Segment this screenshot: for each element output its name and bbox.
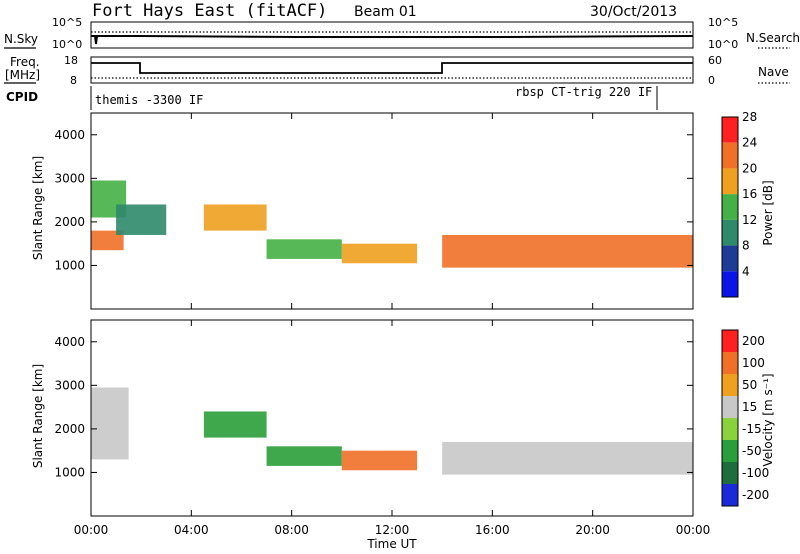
nave-tick-low: 0: [708, 74, 715, 87]
y-tick-label: 4000: [54, 335, 85, 349]
x-axis-label: Time UT: [366, 537, 417, 551]
nsearch-tick-high: 10^5: [708, 16, 738, 29]
colorbar-segment: [722, 271, 738, 297]
y-tick-label: 4000: [54, 128, 85, 142]
nsky-label: N.Sky: [4, 32, 38, 46]
freq-tick-low: 8: [70, 74, 77, 87]
colorbar-tick-label: -100: [742, 466, 769, 480]
echo-band-3: [203, 204, 267, 231]
echo-band-0: [91, 387, 129, 460]
velocity-panel-frame: [90, 319, 694, 517]
colorbar-tick-label: 24: [742, 136, 757, 150]
velocity-colorbar-label: Velocity [m s⁻¹]: [761, 373, 775, 466]
cpid-left-text: themis -3300 IF: [95, 93, 203, 107]
beam-label: Beam 01: [354, 4, 417, 20]
freq-trace: [91, 62, 693, 74]
colorbar-segment: [722, 245, 738, 272]
x-tick-label: 16:00: [475, 523, 510, 537]
colorbar-tick-label: 20: [742, 161, 757, 175]
y-tick-label: 3000: [54, 171, 85, 185]
colorbar-tick-label: 28: [742, 110, 757, 124]
nave-label: Nave: [758, 65, 789, 79]
y-tick-label: 1000: [54, 465, 85, 479]
colorbar-tick-label: 4: [742, 264, 750, 278]
y-tick-label: 2000: [54, 422, 85, 436]
colorbar-tick-label: 15: [742, 400, 757, 414]
nave-tick-high: 60: [708, 54, 722, 67]
power-colorbar-label: Power [dB]: [761, 180, 775, 245]
colorbar-tick-label: 100: [742, 356, 765, 370]
colorbar-segment: [722, 440, 738, 462]
cpid-right-text: rbsp CT-trig 220 IF: [515, 85, 652, 99]
x-tick-label: 04:00: [174, 523, 209, 537]
nsky-tick-high: 10^5: [52, 16, 82, 29]
echo-band-2: [116, 204, 167, 235]
colorbar-frame: [721, 329, 739, 507]
colorbar-tick-label: 50: [742, 378, 757, 392]
colorbar-segment: [722, 168, 738, 195]
velocity-panel: 1000 2000 3000 4000 Slant Range [km]: [31, 319, 694, 517]
x-tick-label: 12:00: [375, 523, 410, 537]
colorbar-tick-label: -50: [742, 444, 762, 458]
colorbar-tick-label: 12: [742, 213, 757, 227]
echo-band-2: [266, 446, 342, 466]
y-tick-label: 2000: [54, 215, 85, 229]
velocity-colorbar: 200 100 50 15 -15 -50 -100 -200: [721, 329, 769, 507]
power-ylabel: Slant Range [km]: [31, 156, 45, 260]
colorbar-segment: [722, 219, 738, 246]
power-panel: 1000 2000 3000 4000 Slant Range [km]: [31, 112, 694, 310]
nsky-tick-low: 10^0: [52, 38, 82, 51]
y-tick-label: 3000: [54, 378, 85, 392]
colorbar-segment: [722, 418, 738, 440]
echo-band-3: [341, 450, 418, 471]
colorbar-frame: [721, 116, 739, 298]
colorbar-segment: [722, 396, 738, 418]
colorbar-segment: [722, 484, 738, 506]
power-colorbar: 4 8 12 16 20 24 28: [721, 110, 757, 298]
nsky-panel-frame: [90, 21, 694, 49]
colorbar-segment: [722, 142, 738, 169]
colorbar-tick-label: -200: [742, 488, 769, 502]
colorbar-tick-label: 8: [742, 239, 750, 253]
freq-tick-high: 18: [64, 54, 78, 67]
date-label: 30/Oct/2013: [590, 4, 677, 20]
freq-panel-frame: [90, 56, 694, 84]
freq-label-line1: Freq.: [10, 55, 40, 69]
colorbar-segment: [722, 352, 738, 374]
colorbar-segment: [722, 330, 738, 352]
colorbar-segment: [722, 194, 738, 220]
echo-band-1: [203, 411, 267, 438]
nsearch-tick-low: 10^0: [708, 38, 738, 51]
colorbar-segment: [722, 117, 738, 143]
echo-band-4: [442, 441, 693, 475]
freq-label-line2: [MHz]: [5, 68, 40, 82]
colorbar-tick-label: 16: [742, 187, 757, 201]
x-tick-label: 00:00: [676, 523, 711, 537]
colorbar-tick-label: -15: [742, 422, 762, 436]
x-tick-label: 08:00: [274, 523, 309, 537]
colorbar-tick-label: 200: [742, 334, 765, 348]
nsky-trace: [91, 35, 694, 45]
velocity-ylabel: Slant Range [km]: [31, 364, 45, 468]
echo-band-5: [341, 243, 418, 264]
station-title: Fort Hays East (fitACF): [92, 1, 327, 21]
y-tick-label: 1000: [54, 258, 85, 272]
echo-band-4: [266, 239, 342, 259]
cpid-label: CPID: [6, 90, 38, 104]
colorbar-segment: [722, 462, 738, 484]
colorbar-segment: [722, 374, 738, 396]
nsearch-label: N.Search: [746, 31, 800, 45]
echo-band-0: [91, 230, 124, 251]
x-tick-label: 00:00: [74, 523, 109, 537]
x-tick-label: 20:00: [575, 523, 610, 537]
power-panel-frame: [90, 112, 694, 310]
echo-band-6: [442, 234, 693, 268]
